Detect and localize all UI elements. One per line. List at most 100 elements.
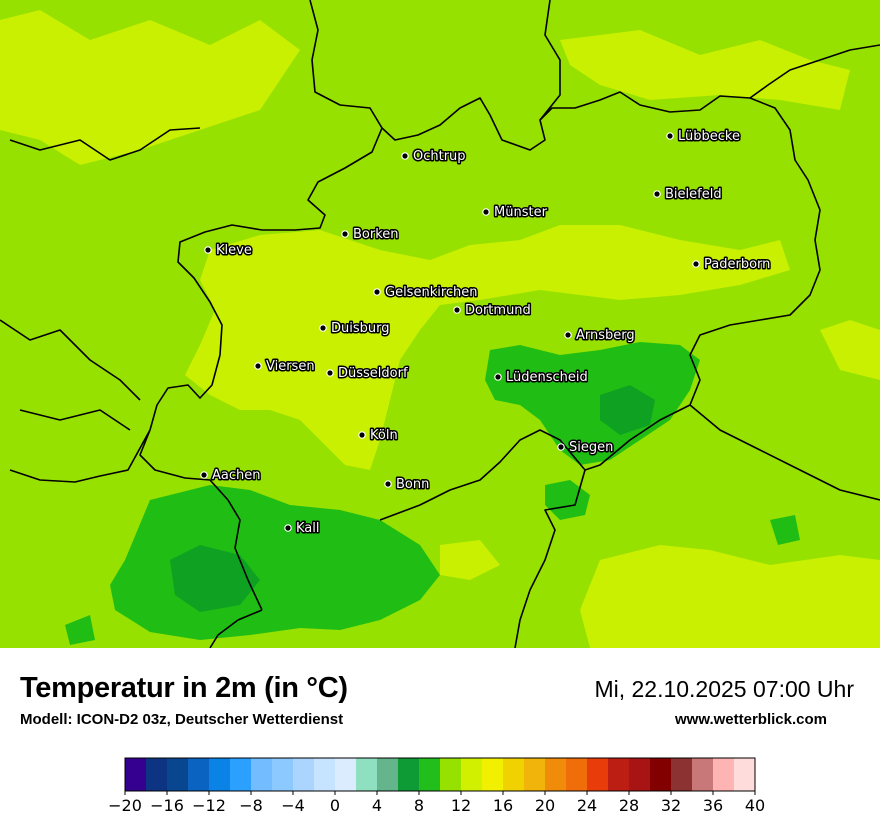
legend-tick-label: −16 bbox=[150, 796, 184, 815]
city-dot bbox=[254, 362, 262, 370]
city-bonn: Bonn bbox=[384, 476, 431, 494]
legend-swatch bbox=[419, 758, 441, 791]
legend-frame bbox=[124, 757, 756, 792]
city-dot bbox=[692, 260, 700, 268]
city-label: Siegen bbox=[569, 440, 613, 455]
city-gelsenkirchen: Gelsenkirchen bbox=[373, 284, 479, 302]
city-label: Duisburg bbox=[331, 321, 390, 336]
zone-warm-rhine bbox=[185, 225, 790, 470]
city-dot bbox=[494, 373, 502, 381]
legend-swatch bbox=[209, 758, 231, 791]
legend-swatch bbox=[566, 758, 588, 791]
city-viersen: Viersen bbox=[254, 358, 316, 376]
city-dot bbox=[564, 331, 572, 339]
border-be-de bbox=[9, 429, 151, 483]
city-label: Bielefeld bbox=[665, 187, 722, 202]
legend-swatch bbox=[398, 758, 420, 791]
legend-swatch bbox=[713, 758, 735, 791]
border-hessen bbox=[689, 404, 880, 501]
legend-swatch bbox=[272, 758, 294, 791]
border-district-c bbox=[19, 409, 131, 431]
legend-swatch bbox=[335, 758, 357, 791]
city-lübbecke: Lübbecke bbox=[666, 128, 741, 146]
legend-tick-label: 36 bbox=[703, 796, 723, 815]
legend-swatch bbox=[524, 758, 546, 791]
city-dot bbox=[453, 306, 461, 314]
city-label: Lüdenscheid bbox=[506, 370, 588, 385]
temperature-zone-8-10 bbox=[170, 385, 655, 612]
city-label: Viersen bbox=[266, 359, 315, 374]
city-duisburg: Duisburg bbox=[319, 320, 391, 338]
legend-tick-label: 40 bbox=[745, 796, 765, 815]
forecast-datetime: Mi, 22.10.2025 07:00 Uhr bbox=[594, 676, 854, 702]
city-dot bbox=[326, 369, 334, 377]
legend-swatch bbox=[377, 758, 399, 791]
city-bielefeld: Bielefeld bbox=[653, 186, 723, 204]
city-ochtrup: Ochtrup bbox=[401, 148, 467, 166]
zone-warm-northwest bbox=[0, 10, 300, 165]
legend-swatch bbox=[734, 758, 756, 791]
city-münster: Münster bbox=[482, 204, 549, 222]
city-dot bbox=[666, 132, 674, 140]
legend-tick-label: 4 bbox=[372, 796, 382, 815]
legend-tick-label: 8 bbox=[414, 796, 424, 815]
legend-tick-label: −12 bbox=[192, 796, 226, 815]
legend-swatch bbox=[461, 758, 483, 791]
city-dot bbox=[204, 246, 212, 254]
legend-swatch bbox=[251, 758, 273, 791]
legend-swatch bbox=[692, 758, 714, 791]
city-dot bbox=[284, 524, 292, 532]
city-label: Borken bbox=[353, 227, 399, 242]
city-borken: Borken bbox=[341, 226, 400, 244]
legend-tick-label: −20 bbox=[108, 796, 142, 815]
legend-swatch bbox=[482, 758, 504, 791]
city-köln: Köln bbox=[358, 427, 399, 445]
city-label: Gelsenkirchen bbox=[385, 285, 478, 300]
city-label: Lübbecke bbox=[678, 129, 740, 144]
border-nrw-south-east bbox=[379, 429, 586, 648]
zone-cold-eifel bbox=[170, 545, 260, 612]
city-dot bbox=[384, 480, 392, 488]
city-dot bbox=[200, 471, 208, 479]
border-district-b bbox=[0, 319, 141, 401]
border-nl-de-north bbox=[149, 0, 383, 431]
legend-swatch bbox=[650, 758, 672, 791]
city-dortmund: Dortmund bbox=[453, 302, 532, 320]
city-dot bbox=[557, 443, 565, 451]
legend-swatch bbox=[293, 758, 315, 791]
map-title: Temperatur in 2m (in °C) bbox=[20, 672, 348, 704]
legend-swatch bbox=[146, 758, 168, 791]
city-label: Düsseldorf bbox=[338, 366, 408, 381]
footer: Temperatur in 2m (in °C) Modell: ICON-D2… bbox=[0, 648, 880, 830]
zone-warm-eastedge bbox=[820, 320, 880, 380]
legend-swatch bbox=[356, 758, 378, 791]
city-lüdenscheid: Lüdenscheid bbox=[494, 369, 589, 387]
zone-warm-south bbox=[440, 540, 500, 580]
zone-warm-northeast bbox=[560, 30, 850, 110]
city-dot bbox=[358, 431, 366, 439]
model-info: Modell: ICON-D2 03z, Deutscher Wetterdie… bbox=[20, 711, 344, 728]
zone-cool-east bbox=[770, 515, 800, 545]
city-label: Ochtrup bbox=[413, 149, 466, 164]
border-nrw-south bbox=[139, 429, 263, 611]
legend-swatch bbox=[167, 758, 189, 791]
legend-swatch bbox=[125, 758, 147, 791]
legend-tick-label: 0 bbox=[330, 796, 340, 815]
borders bbox=[0, 0, 880, 648]
city-label: Arnsberg bbox=[576, 328, 635, 343]
color-legend: −20 −16 −12 −8 −4 0 4 8 12 16 20 24 28 32 36 40 bbox=[108, 757, 765, 815]
legend-swatch bbox=[587, 758, 609, 791]
legend-swatch bbox=[629, 758, 651, 791]
city-label: Kall bbox=[296, 521, 320, 536]
border-rp bbox=[209, 609, 263, 648]
city-label: Dortmund bbox=[465, 303, 531, 318]
zone-cool-west bbox=[65, 615, 95, 645]
zone-cool-sauerland bbox=[485, 342, 700, 465]
city-dot bbox=[401, 152, 409, 160]
website-link[interactable]: www.wetterblick.com bbox=[675, 711, 827, 728]
city-label: Kleve bbox=[216, 243, 252, 258]
legend-swatch bbox=[314, 758, 336, 791]
city-aachen: Aachen bbox=[200, 467, 262, 485]
city-paderborn: Paderborn bbox=[692, 256, 772, 274]
temperature-zone-14-16 bbox=[0, 10, 880, 648]
